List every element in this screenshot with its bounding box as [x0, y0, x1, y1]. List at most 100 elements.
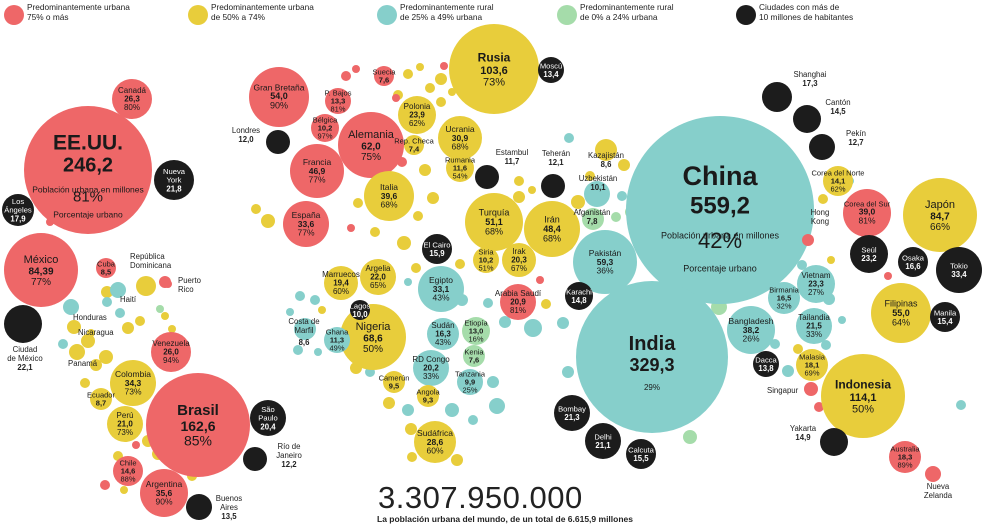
bubble-haiti	[110, 282, 126, 298]
small-country-bubble	[513, 191, 525, 203]
small-country-bubble	[383, 397, 395, 409]
label-indonesia: Indonesia	[835, 377, 891, 391]
city-label-calcuta: Calcuta	[628, 445, 655, 454]
small-country-bubble	[528, 186, 536, 194]
bubble-circle-hong-kong	[802, 234, 814, 246]
value-camerun: 9,5	[389, 381, 399, 390]
city-teheran	[541, 174, 565, 198]
bubble-circle-indonesia	[821, 354, 905, 438]
value-ghana: 11,3	[330, 335, 344, 344]
city-value-dacca: 13,8	[758, 364, 774, 373]
legend-label-1: 75% o más	[27, 12, 69, 22]
small-country-bubble	[413, 211, 423, 221]
pct-china: 42%	[698, 228, 742, 253]
pct-tanzania: 25%	[462, 385, 477, 394]
pct-indonesia: 50%	[852, 404, 874, 416]
bubble-circle-brasil	[146, 373, 250, 477]
bubble-circle-argentina	[140, 469, 188, 517]
city-bubbles: Tokio33,4Seúl23,2NuevaYork21,8Bombay21,3…	[2, 57, 982, 520]
value-p-bajos: 13,3	[331, 96, 346, 105]
bubble-circle-italia	[364, 171, 414, 221]
label-hong-kong: Hong	[811, 208, 830, 217]
label-p-bajos: P. Bajos	[325, 89, 352, 98]
city-label-buenos-aires: Aires	[220, 503, 238, 512]
pct-colombia: 73%	[124, 387, 141, 397]
small-country-bubble	[838, 316, 846, 324]
pct-francia: 77%	[308, 175, 325, 185]
value-turquia: 51,1	[485, 217, 503, 227]
bubble-costa-de-marfil	[294, 318, 316, 340]
city-label-el-cairo: El Cairo	[423, 240, 450, 249]
value-brasil: 162,6	[180, 418, 215, 434]
small-country-bubble	[318, 306, 326, 314]
bubble-circle-alemania	[338, 112, 404, 178]
bubble-circle-mexico	[4, 233, 78, 307]
small-country-bubble	[541, 299, 551, 309]
pct-sudan: 43%	[435, 338, 451, 347]
pct-malasia: 69%	[804, 368, 819, 377]
pct-vietnam: 27%	[808, 288, 824, 297]
value-malasia: 18,1	[805, 360, 820, 369]
bubble-circle-turquia	[465, 193, 523, 251]
pct-venezuela: 94%	[163, 356, 179, 365]
city-value-osaka: 16,6	[905, 262, 921, 271]
city-label-bombay: Bombay	[558, 404, 586, 413]
small-country-bubble	[122, 322, 134, 334]
city-circle-lagos	[350, 300, 370, 320]
value-cuba: 8,5	[101, 267, 111, 276]
small-country-bubble	[370, 227, 380, 237]
city-label-ciudad-de-mexico: Ciudad	[13, 345, 38, 354]
bubble-circle-kenia	[463, 345, 485, 367]
value-afganistan: 7,8	[587, 217, 599, 226]
pct-tailandia: 33%	[806, 330, 822, 339]
value-vietnam: 23,3	[808, 280, 824, 289]
pct-brasil: 85%	[184, 433, 212, 449]
pct-canada: 80%	[124, 103, 140, 112]
value-china: 559,2	[690, 193, 750, 220]
legend-label-1: Predominantemente urbana	[27, 2, 130, 12]
pct-ee-uu: 81%	[73, 189, 103, 206]
city-label-canton: Cantón	[825, 98, 850, 107]
label-kazajistan: Kazajistán	[588, 151, 624, 160]
label-australia: Australia	[890, 445, 920, 454]
pct-irak: 67%	[511, 264, 527, 273]
label-arabia-saudi: Arabia Saudí	[495, 289, 542, 298]
label-panama: Panamá	[68, 359, 98, 368]
pct-arabia-saudi: 81%	[510, 306, 526, 315]
bubble-circle-pakistan	[573, 230, 637, 294]
pct-p-bajos: 81%	[330, 104, 345, 113]
small-country-bubble	[514, 176, 524, 186]
label-filipinas: Filipinas	[884, 298, 918, 308]
label-ucrania: Ucrania	[445, 124, 475, 134]
small-country-bubble	[419, 164, 431, 176]
value-polonia: 23,9	[409, 111, 425, 120]
pct-siria: 51%	[478, 263, 493, 272]
value-irak: 20,3	[511, 256, 527, 265]
city-value-el-cairo: 15,9	[429, 249, 445, 258]
small-country-bubble	[341, 71, 351, 81]
bubble-circle-canada	[112, 79, 152, 119]
small-country-bubble	[445, 403, 459, 417]
label-birmania: Birmania	[769, 286, 799, 295]
small-country-bubble	[135, 316, 145, 326]
small-country-bubble	[499, 316, 511, 328]
city-label-londres: Londres	[232, 126, 260, 135]
city-circle-karachi	[565, 282, 593, 310]
